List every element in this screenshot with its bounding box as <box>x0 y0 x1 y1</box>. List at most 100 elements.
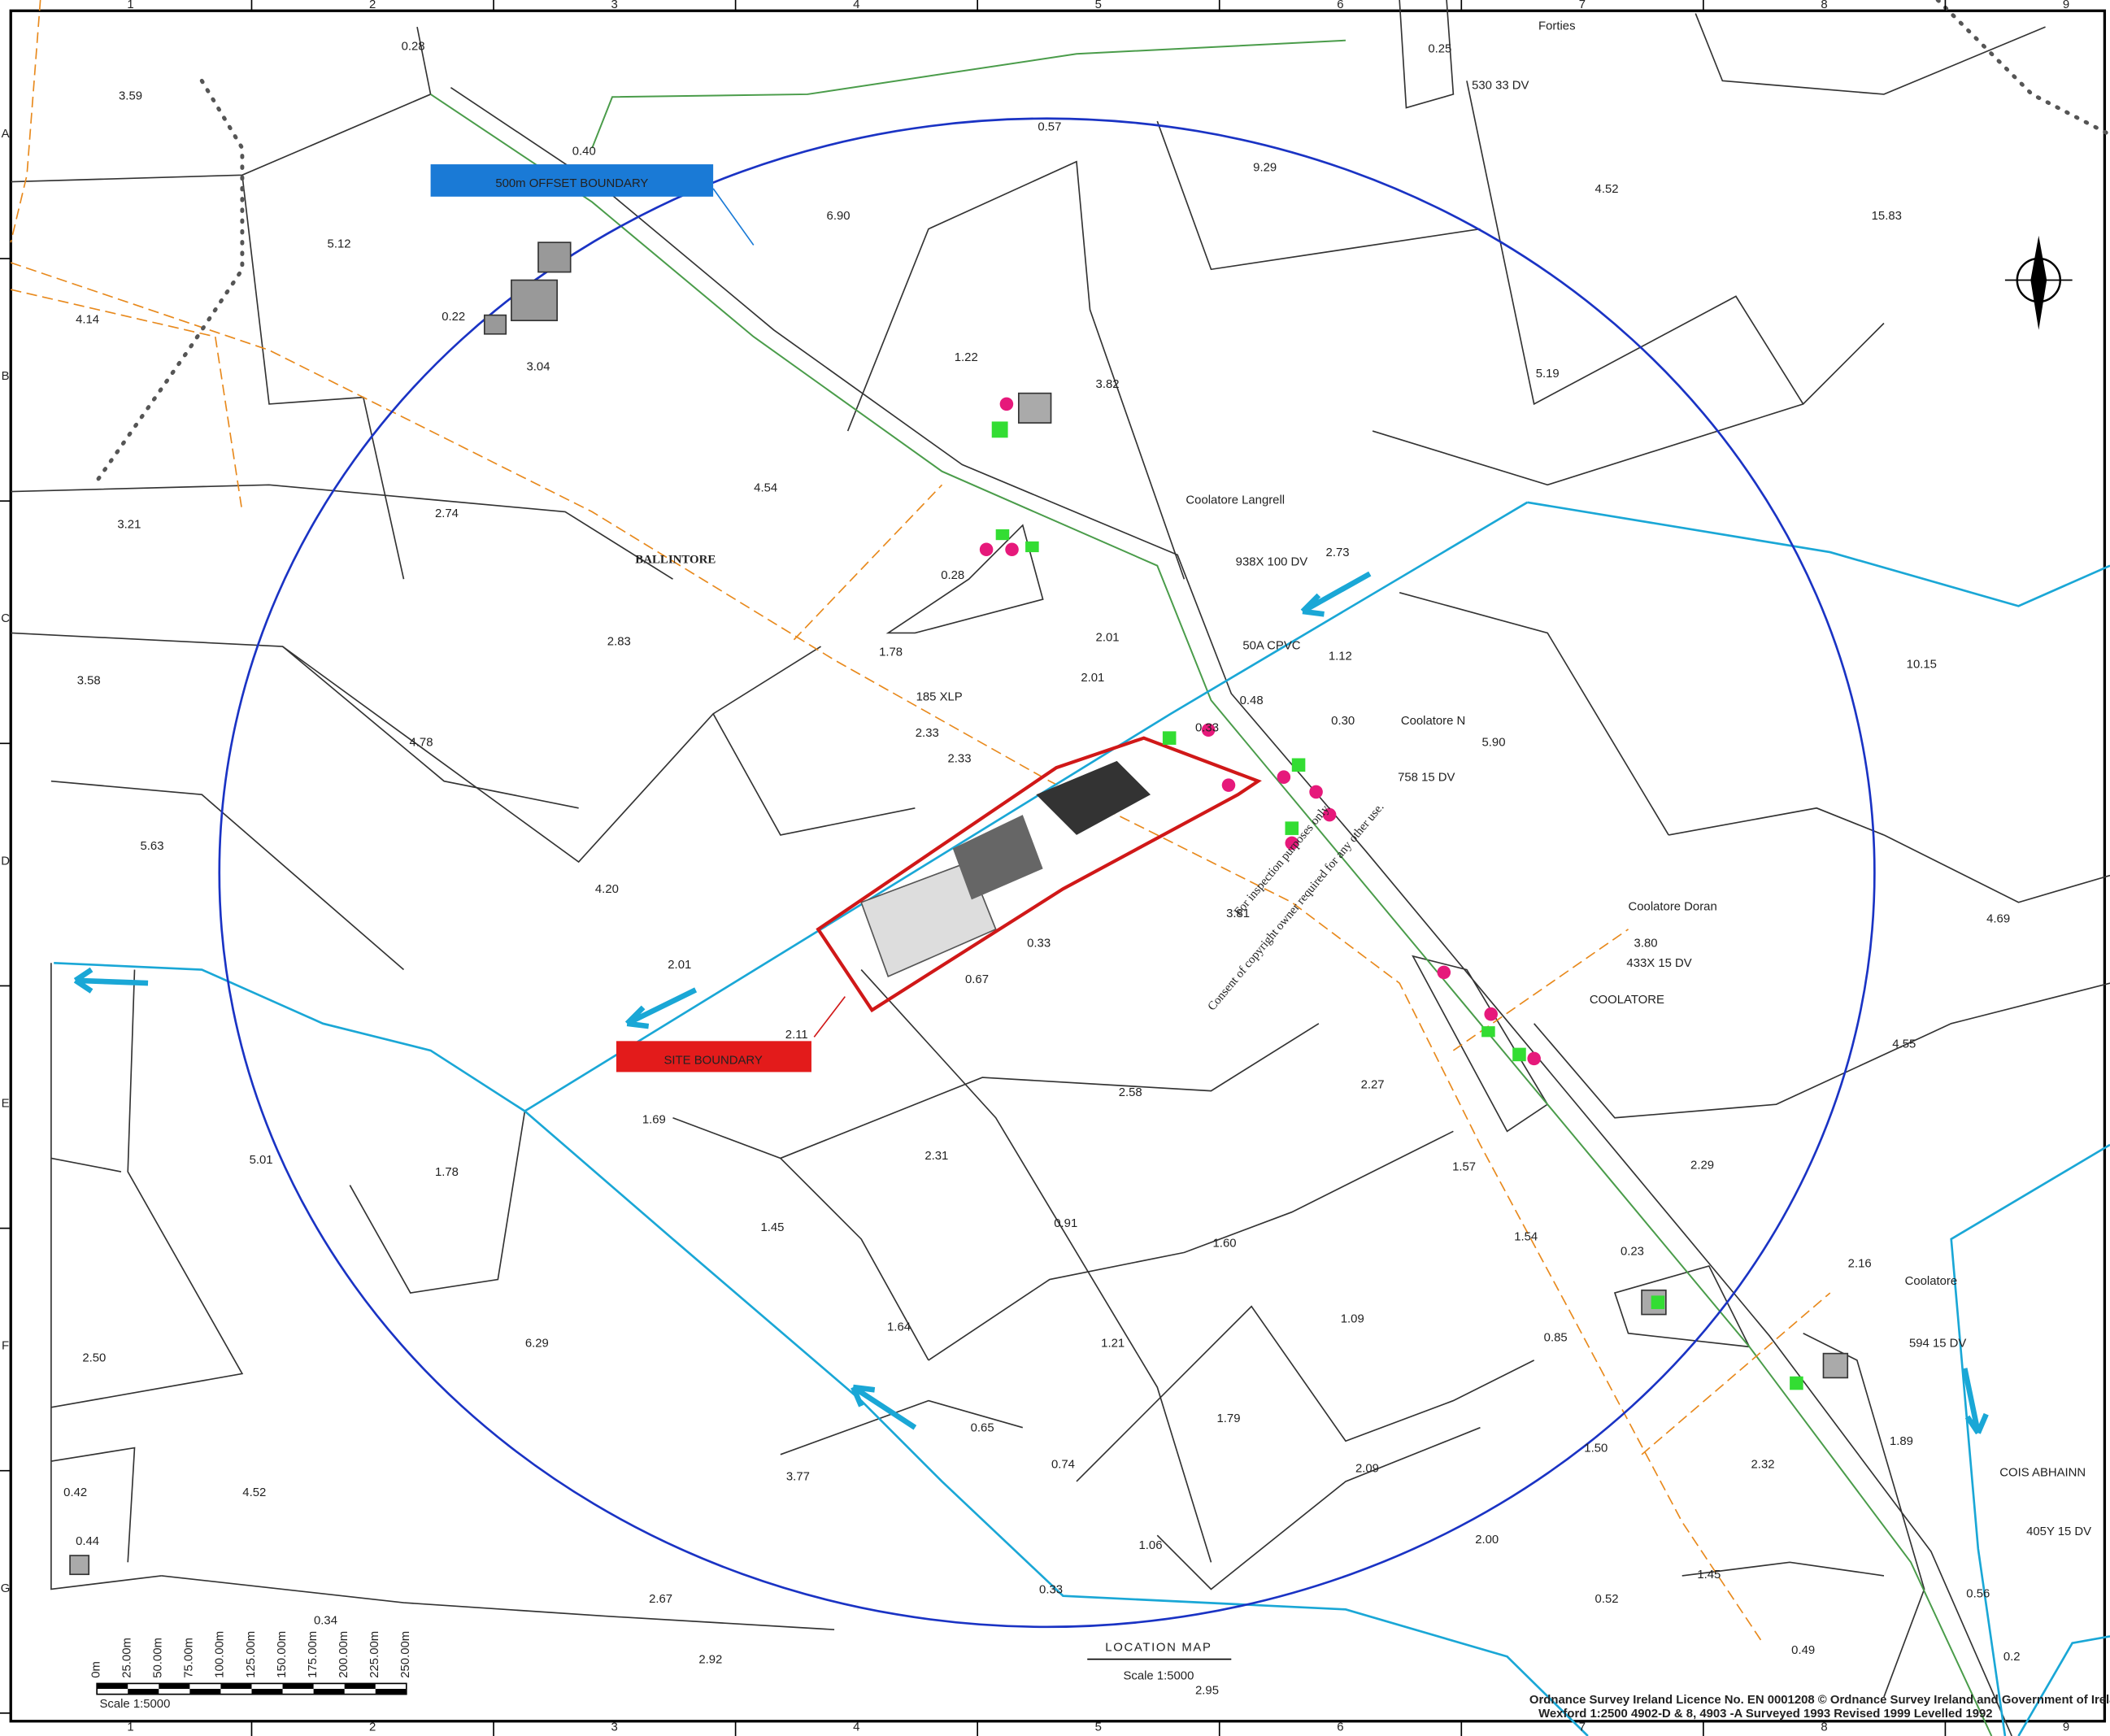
receptor <box>1000 398 1014 411</box>
parcel-area: 3.58 <box>77 674 101 687</box>
parcel-area: 4.54 <box>754 482 777 495</box>
parcel-area: 0.28 <box>402 40 425 53</box>
grid-column: 4 <box>853 1721 859 1734</box>
receptor <box>1309 785 1323 799</box>
parcel-area: 1.78 <box>435 1166 459 1179</box>
parcel-area: 5.63 <box>141 840 164 853</box>
scale-bar-segment <box>189 1689 220 1695</box>
scale-bar-label: 250.00m <box>399 1631 412 1678</box>
receptor <box>1222 778 1236 792</box>
grid-row: B <box>2 370 10 383</box>
parcel-area: 0.30 <box>1331 715 1355 728</box>
grid-row: G <box>1 1582 11 1595</box>
parcel-area: 1.54 <box>1514 1230 1538 1243</box>
parcel-area: 1.64 <box>887 1320 911 1334</box>
parcel-area: 0.85 <box>1544 1332 1568 1345</box>
parcel-area: 2.67 <box>649 1593 672 1606</box>
reference-code: 594 15 DV <box>1909 1337 1966 1350</box>
parcel-area: 2.58 <box>1119 1086 1142 1099</box>
parcel-area: 0.33 <box>1039 1583 1063 1596</box>
parcel-area: 4.20 <box>595 883 619 896</box>
grid-column: 8 <box>1821 1721 1827 1734</box>
tree-marker <box>1481 1026 1495 1037</box>
scale-bar-segment <box>345 1683 376 1689</box>
grid-column: 7 <box>1579 1721 1586 1734</box>
building <box>1019 394 1051 423</box>
parcel-area: 1.12 <box>1329 650 1352 664</box>
location-map: 0m25.00m50.00m75.00m100.00m125.00m150.00… <box>0 0 2110 1736</box>
grid-column: 2 <box>369 0 376 11</box>
building <box>1823 1354 1847 1378</box>
receptor <box>1484 1007 1498 1021</box>
tree-marker <box>1163 731 1177 745</box>
scale-bar-caption: Scale 1:5000 <box>99 1698 170 1711</box>
receptor <box>980 542 994 556</box>
place-name: COIS ABHAINN <box>1999 1466 2086 1479</box>
receptor <box>1438 966 1451 980</box>
scale-bar-label: 25.00m <box>121 1638 134 1678</box>
grid-column: 2 <box>369 1721 376 1734</box>
parcel-area: 0.34 <box>314 1615 337 1628</box>
parcel-area: 0.33 <box>1195 721 1219 734</box>
scale-bar-label: 75.00m <box>183 1638 196 1678</box>
parcel-area: 2.01 <box>668 959 691 972</box>
parcel-area: 2.29 <box>1690 1160 1714 1173</box>
copyright: Ordnance Survey Ireland Licence No. EN 0… <box>1529 1694 2110 1707</box>
scale-bar-label: 200.00m <box>337 1631 350 1678</box>
parcel-area: 10.15 <box>1907 659 1937 672</box>
grid-column: 6 <box>1337 1721 1343 1734</box>
building <box>70 1555 89 1574</box>
parcel-area: 0.67 <box>965 973 989 986</box>
parcel-area: 4.78 <box>410 737 433 750</box>
parcel-area: 2.32 <box>1751 1458 1775 1471</box>
parcel-area: 3.21 <box>117 518 141 531</box>
scale-bar-label: 50.00m <box>152 1638 165 1678</box>
parcel-area: 0.23 <box>1621 1246 1644 1259</box>
scale-bar-segment <box>283 1683 314 1689</box>
parcel-area: 1.78 <box>879 646 903 659</box>
reference-code: 758 15 DV <box>1398 772 1455 785</box>
receptor <box>1277 770 1291 784</box>
place-name: COOLATORE <box>1590 994 1664 1007</box>
scale-bar-segment <box>97 1683 128 1689</box>
grid-column: 6 <box>1337 0 1343 11</box>
scale-bar-segment <box>220 1683 251 1689</box>
copyright: Wexford 1:2500 4902-D & 8, 4903 -A Surve… <box>1538 1708 1993 1721</box>
grid-row: C <box>1 612 10 625</box>
parcel-area: 2.50 <box>82 1352 106 1365</box>
place-name: BALLINTORE <box>635 553 716 566</box>
scale-bar-label: 0m <box>89 1661 102 1678</box>
grid-row: E <box>2 1097 10 1110</box>
parcel-area: 2.31 <box>924 1150 948 1163</box>
receptor <box>1005 542 1019 556</box>
place-name: Coolatore N <box>1401 715 1465 728</box>
parcel-area: 4.52 <box>1595 183 1619 196</box>
place-name: Coolatore Doran <box>1629 901 1717 914</box>
receptor <box>1527 1052 1541 1066</box>
parcel-area: 3.82 <box>1096 378 1120 391</box>
parcel-area: 0.25 <box>1428 43 1451 56</box>
grid-column: 5 <box>1095 0 1102 11</box>
scale-bar-label: 175.00m <box>307 1631 320 1678</box>
tree-marker <box>996 529 1010 540</box>
reference-code: 433X 15 DV <box>1626 957 1691 970</box>
parcel-area: 5.01 <box>250 1154 273 1167</box>
grid-column: 1 <box>127 0 133 11</box>
page: 0m25.00m50.00m75.00m100.00m125.00m150.00… <box>0 0 2110 1736</box>
parcel-area: 0.22 <box>442 311 465 324</box>
parcel-area: 0.40 <box>572 145 596 158</box>
place-name: Coolatore Langrell <box>1186 494 1285 507</box>
tree-marker <box>1025 542 1039 552</box>
parcel-area: 0.49 <box>1791 1644 1815 1657</box>
scale-bar-segment <box>159 1683 189 1689</box>
grid-column: 3 <box>611 0 618 11</box>
parcel-area: 0.2 <box>2003 1651 2021 1664</box>
scale-bar-label: 225.00m <box>368 1631 381 1678</box>
parcel-area: 0.42 <box>63 1486 87 1499</box>
grid-column: 8 <box>1821 0 1827 11</box>
parcel-area: 1.89 <box>1890 1435 1913 1448</box>
scale-bar-segment <box>314 1689 345 1695</box>
parcel-area: 2.83 <box>607 635 631 648</box>
parcel-area: 4.14 <box>76 314 99 327</box>
parcel-area: 1.45 <box>1697 1568 1721 1582</box>
